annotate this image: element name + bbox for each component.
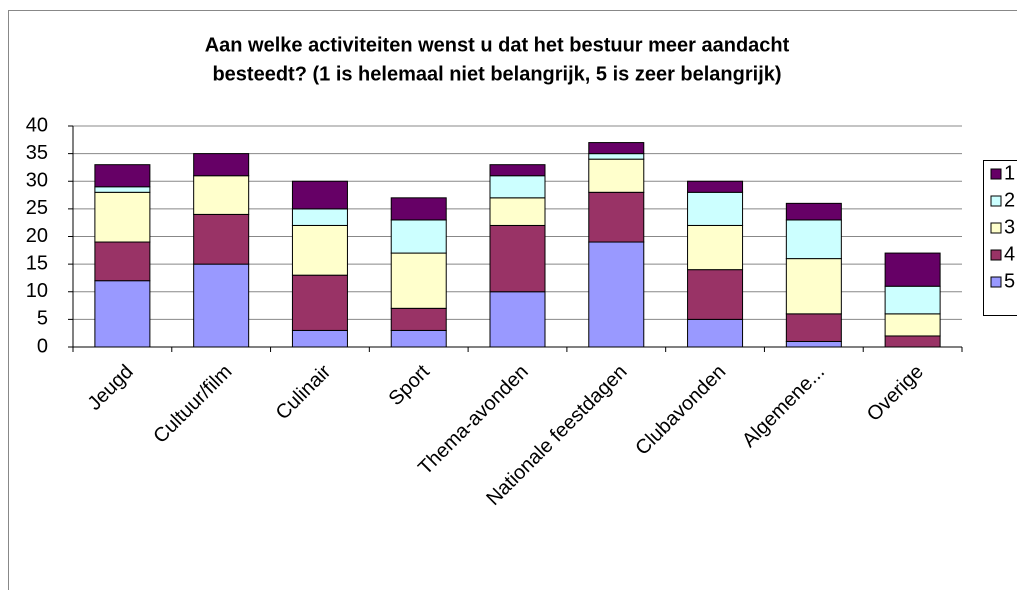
y-tick-label: 25: [26, 197, 48, 219]
y-tick-label: 5: [37, 308, 48, 330]
y-tick-label: 0: [37, 335, 48, 357]
y-tick-label: 30: [26, 170, 48, 192]
bar-segment: [588, 191, 645, 243]
bar-segment: [687, 318, 744, 348]
y-tick-label: 20: [26, 225, 48, 247]
bar-segment: [785, 340, 842, 348]
legend-swatch: [990, 222, 1002, 234]
bar-segment: [785, 258, 842, 315]
bar-segment: [884, 285, 941, 315]
legend-label: 2: [1004, 189, 1015, 211]
bar-segment: [94, 191, 151, 243]
bar-segment: [390, 329, 447, 348]
bar-segment: [687, 191, 744, 226]
bar-segment: [94, 241, 151, 282]
bar-segment: [687, 180, 744, 193]
chart-title: besteedt? (1 is helemaal niet belangrijk…: [212, 63, 781, 85]
bar-segment: [193, 213, 250, 265]
bar-segment: [390, 252, 447, 309]
legend-box: [983, 160, 1017, 316]
bar-segment: [193, 263, 250, 348]
bar-segment: [489, 175, 546, 199]
legend-swatch: [990, 168, 1002, 180]
bar-segment: [489, 164, 546, 177]
bar-segment: [687, 269, 744, 320]
legend-label: 3: [1004, 216, 1015, 238]
bar-segment: [94, 280, 151, 348]
bar-segment: [785, 313, 842, 342]
bar-segment: [291, 274, 348, 331]
bar-segment: [785, 219, 842, 260]
bar-segment: [390, 307, 447, 331]
legend-label: 4: [1004, 243, 1015, 265]
bar-segment: [390, 219, 447, 254]
bar-segment: [291, 224, 348, 276]
bar-segment: [489, 197, 546, 226]
bar-segment: [94, 186, 151, 193]
legend-label: 5: [1004, 270, 1015, 292]
bar-segment: [687, 224, 744, 271]
y-tick-label: 15: [26, 252, 48, 274]
bar-segment: [588, 153, 645, 160]
y-tick-label: 40: [26, 114, 48, 136]
bar-segment: [489, 291, 546, 348]
legend-label: 1: [1004, 162, 1015, 184]
bar-segment: [884, 252, 941, 287]
bar-segment: [785, 202, 842, 221]
legend-swatch: [990, 249, 1002, 261]
bar-segment: [291, 208, 348, 226]
bar-segment: [588, 241, 645, 348]
bar-segment: [94, 164, 151, 188]
bar-segment: [193, 153, 250, 177]
bar-segment: [291, 329, 348, 348]
bar-segment: [884, 313, 941, 337]
bar-segment: [291, 180, 348, 210]
bar-segment: [390, 197, 447, 221]
bar-segment: [489, 224, 546, 293]
y-tick-label: 10: [26, 280, 48, 302]
y-tick-label: 35: [26, 142, 48, 164]
bar-segment: [588, 158, 645, 193]
legend-swatch: [990, 276, 1002, 288]
bar-segment: [884, 335, 941, 348]
legend-swatch: [990, 195, 1002, 207]
bar-segment: [193, 175, 250, 215]
chart-title: Aan welke activiteiten wenst u dat het b…: [205, 34, 790, 56]
bar-segment: [588, 142, 645, 155]
